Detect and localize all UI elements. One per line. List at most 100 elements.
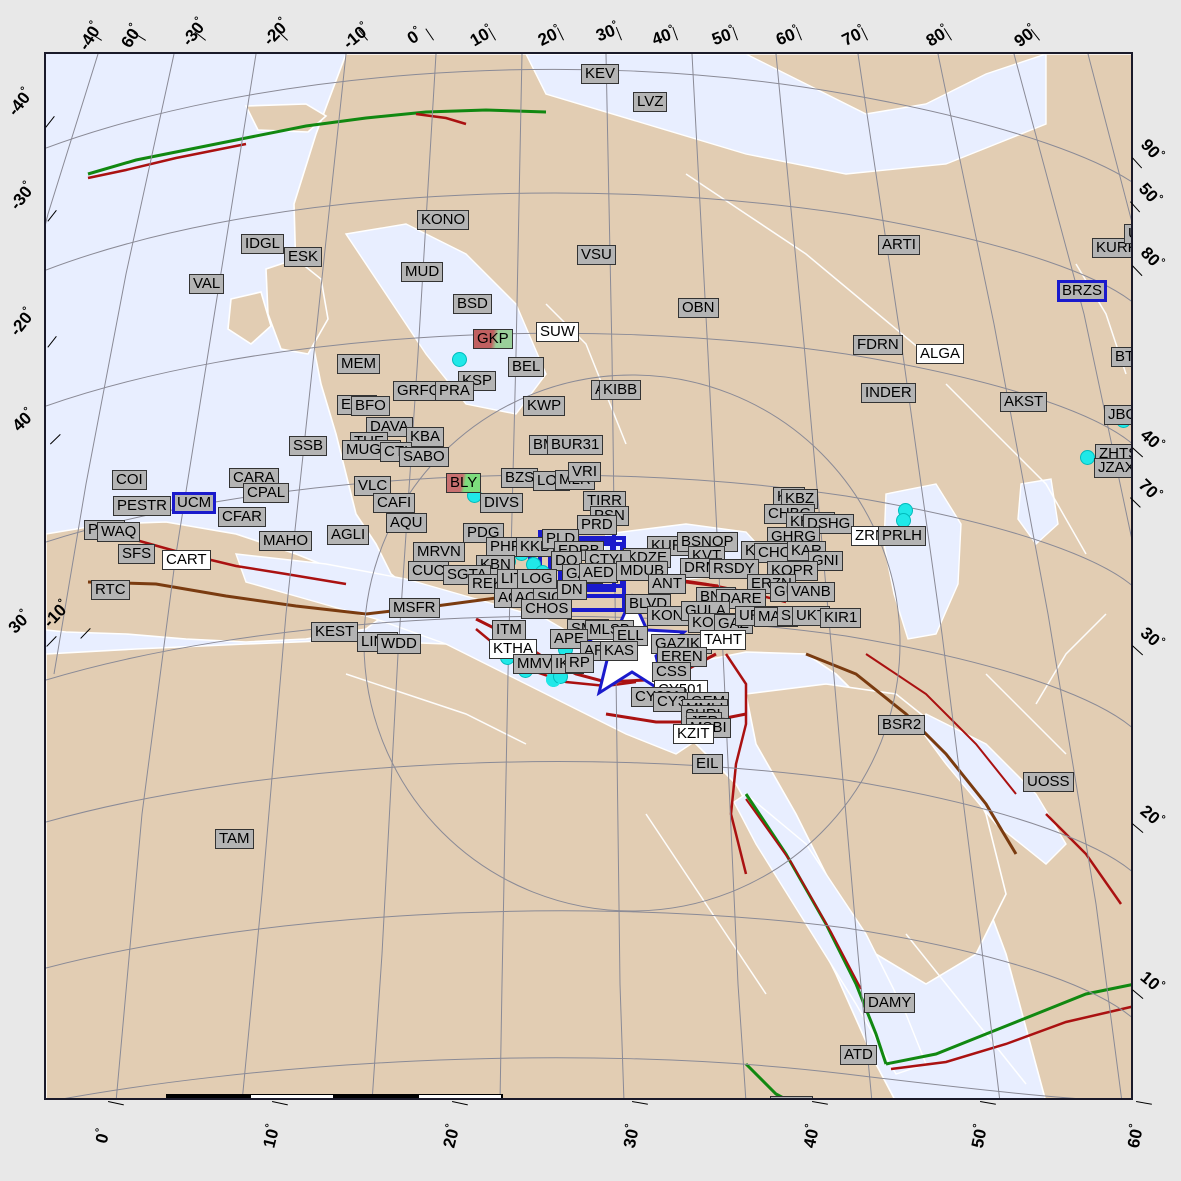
station-label[interactable]: IDGL	[241, 234, 285, 254]
scale-bar-segment	[166, 1094, 250, 1098]
station-label[interactable]: UOSS	[1023, 772, 1074, 792]
station-label[interactable]: FURI	[770, 1096, 813, 1098]
station-label[interactable]: JZAX	[1094, 458, 1131, 478]
station-label[interactable]: MMV	[513, 654, 556, 674]
station-label[interactable]: APE	[550, 629, 589, 649]
station-label[interactable]: GNI	[808, 551, 843, 571]
station-label[interactable]: INDER	[861, 383, 916, 403]
station-label[interactable]: VLC	[354, 476, 392, 496]
station-label[interactable]: MSFR	[389, 598, 440, 618]
seismic-station-dot[interactable]	[452, 352, 467, 367]
station-label[interactable]: WDD	[377, 634, 421, 654]
station-label[interactable]: PHP	[486, 537, 525, 557]
axis-tick-bottom: 60°	[1123, 1123, 1148, 1150]
station-label[interactable]: KWP	[523, 396, 566, 416]
station-label[interactable]: VSU	[577, 245, 616, 265]
station-label[interactable]: LOG	[517, 569, 557, 589]
station-label[interactable]: CFAR	[218, 507, 267, 527]
station-label[interactable]: BUR31	[547, 435, 604, 455]
station-label[interactable]: CUC	[408, 561, 449, 581]
station-label[interactable]: KEV	[581, 64, 620, 84]
station-label[interactable]: BEL	[508, 357, 545, 377]
station-label[interactable]: AKST	[1000, 392, 1048, 412]
station-label[interactable]: MEM	[337, 354, 380, 374]
axis-tick-bottom: 50°	[967, 1123, 992, 1150]
station-label[interactable]: SABO	[399, 447, 449, 467]
station-label[interactable]: MUD	[401, 262, 444, 282]
station-label[interactable]: CART	[162, 550, 211, 570]
station-label[interactable]: KIBB	[599, 380, 642, 400]
station-label[interactable]: PRA	[435, 381, 474, 401]
station-label[interactable]: BSD	[453, 294, 492, 314]
axis-tick-left: 40°	[8, 405, 39, 436]
station-label[interactable]: SFS	[118, 544, 156, 564]
station-label[interactable]: AGLI	[327, 525, 370, 545]
station-label[interactable]: CSS	[652, 662, 691, 682]
station-label[interactable]: PRD	[577, 515, 617, 535]
axis-tick-left: -20°	[5, 305, 39, 341]
station-label[interactable]: BFO	[351, 396, 390, 416]
station-label[interactable]: UCM	[172, 492, 217, 514]
station-label[interactable]: AQU	[386, 513, 427, 533]
station-label[interactable]: TAM	[215, 829, 254, 849]
station-label[interactable]: VRI	[568, 462, 602, 482]
station-label[interactable]: OBN	[678, 298, 719, 318]
station-label[interactable]: VANB	[787, 582, 835, 602]
station-label[interactable]: BRZS	[1057, 280, 1108, 302]
station-label[interactable]: RTC	[91, 580, 130, 600]
scale-bar-segment	[418, 1094, 502, 1098]
station-label[interactable]: PRLH	[878, 526, 927, 546]
station-label[interactable]: SUW	[536, 322, 579, 342]
station-label[interactable]: ALGA	[916, 344, 965, 364]
station-label[interactable]: BSR2	[878, 715, 926, 735]
station-label[interactable]: CHOS	[521, 599, 573, 619]
station-label[interactable]: BLY	[446, 473, 482, 493]
station-label[interactable]: CAFI	[373, 493, 416, 513]
axis-tick-mark	[1132, 989, 1144, 999]
station-label[interactable]: KBA	[406, 427, 445, 447]
station-label[interactable]: AED	[579, 563, 618, 583]
station-label[interactable]: FDRN	[853, 335, 903, 355]
station-label[interactable]: BTLS	[1111, 347, 1131, 367]
station-label[interactable]: COI	[112, 470, 147, 490]
axis-tick-top: -10°	[339, 19, 374, 53]
station-label[interactable]: JBGS	[1104, 405, 1131, 425]
station-label[interactable]: BZS	[501, 468, 539, 488]
station-label[interactable]: MAHO	[259, 531, 312, 551]
seismic-station-dot[interactable]	[1080, 450, 1095, 465]
station-label[interactable]: ANT	[648, 574, 686, 594]
axis-tick-mark	[1132, 447, 1144, 458]
station-label[interactable]: DIVS	[480, 493, 524, 513]
station-label[interactable]: KAS	[600, 641, 639, 661]
station-label[interactable]: MRVN	[413, 542, 465, 562]
station-label[interactable]: USP	[1124, 224, 1131, 244]
seismic-station-dot-open[interactable]	[546, 672, 561, 687]
station-label[interactable]: KEST	[311, 622, 359, 642]
station-label[interactable]: KZIT	[673, 724, 714, 744]
tick-value: 10	[259, 1126, 283, 1150]
station-label[interactable]: KURK	[1092, 238, 1131, 258]
station-label[interactable]: PESTR	[113, 496, 172, 516]
station-label[interactable]: GKP	[473, 329, 513, 349]
station-label[interactable]: ARTI	[878, 235, 920, 255]
station-label[interactable]: DN	[557, 580, 587, 600]
station-label[interactable]: EIL	[692, 754, 723, 774]
station-label[interactable]: RP	[565, 653, 594, 673]
station-label[interactable]: ESK	[284, 247, 323, 267]
axis-tick-right: 50°	[1134, 179, 1165, 210]
station-label[interactable]: DAMY	[864, 993, 916, 1013]
station-label[interactable]: ATD	[840, 1045, 877, 1065]
station-label[interactable]: WAQ	[97, 522, 141, 542]
station-label[interactable]: ITM	[492, 620, 526, 640]
station-label[interactable]: SSB	[289, 436, 328, 456]
axis-tick-right: 30°	[1136, 623, 1167, 654]
station-label[interactable]: CPAL	[243, 483, 290, 503]
station-label[interactable]: TAHT	[700, 630, 747, 650]
station-label[interactable]: RSDY	[709, 559, 759, 579]
station-label[interactable]: VAL	[189, 274, 225, 294]
station-label[interactable]: KIR1	[820, 608, 862, 628]
station-label[interactable]: LVZ	[633, 92, 668, 112]
station-label[interactable]: KONO	[417, 210, 470, 230]
